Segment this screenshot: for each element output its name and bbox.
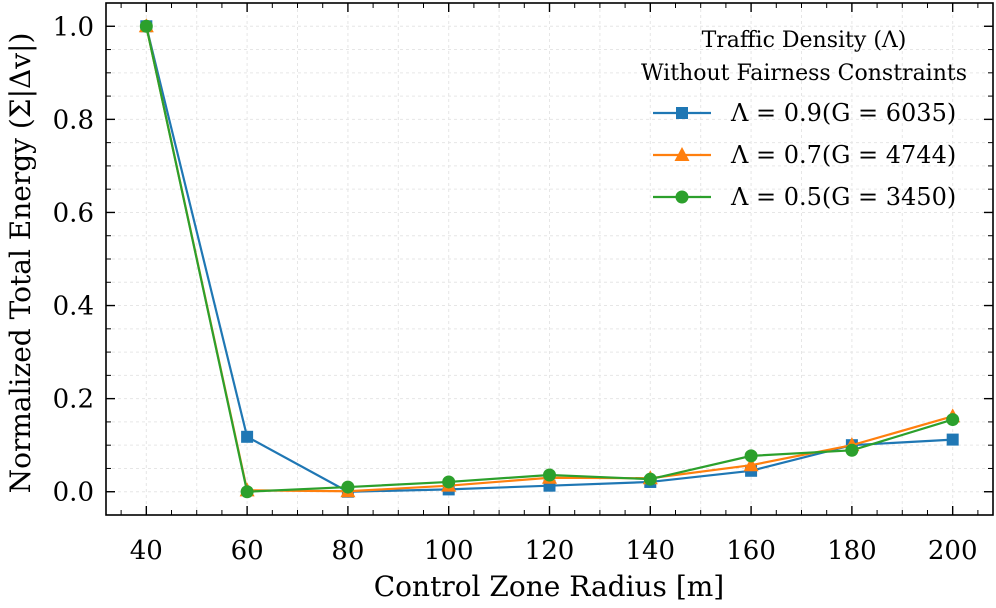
x-tick-label: 140 bbox=[625, 536, 675, 566]
legend-marker bbox=[676, 107, 688, 119]
data-point bbox=[845, 443, 859, 457]
legend-label: Λ = 0.9(G = 6035) bbox=[730, 99, 956, 127]
data-point bbox=[442, 475, 456, 489]
x-tick-label: 160 bbox=[726, 536, 776, 566]
legend-label: Λ = 0.7(G = 4744) bbox=[730, 141, 956, 169]
y-tick-label: 0.2 bbox=[53, 385, 94, 415]
x-tick-label: 120 bbox=[525, 536, 575, 566]
axes: 40 60 80 100 120 140 160 180 200 0.0 0.2 0.4 0.6 0.8 1… bbox=[53, 2, 994, 566]
data-point bbox=[946, 413, 960, 427]
series-layer bbox=[138, 18, 961, 499]
legend-marker bbox=[674, 147, 690, 161]
data-point bbox=[543, 468, 556, 482]
x-tick-label: 40 bbox=[130, 536, 163, 566]
x-tick-label: 180 bbox=[827, 536, 877, 566]
legend-title: Traffic Density (Λ) bbox=[702, 28, 907, 53]
x-tick-label: 200 bbox=[928, 536, 978, 566]
data-point bbox=[946, 433, 959, 446]
legend-entry: Λ = 0.9(G = 6035) bbox=[653, 99, 956, 127]
x-tick-label: 80 bbox=[331, 536, 364, 566]
y-tick-label: 0.4 bbox=[53, 292, 94, 322]
data-point bbox=[241, 430, 254, 443]
data-point bbox=[240, 485, 254, 499]
legend-subtitle: Without Fairness Constraints bbox=[641, 61, 967, 86]
data-point bbox=[744, 449, 758, 463]
data-point bbox=[341, 480, 355, 494]
y-tick-label: 1.0 bbox=[53, 12, 94, 42]
data-point bbox=[643, 472, 657, 486]
legend-entry: Λ = 0.5(G = 3450) bbox=[653, 183, 956, 211]
data-point bbox=[139, 19, 153, 33]
data-point bbox=[743, 457, 759, 472]
y-axis-label: Normalized Total Energy (Σ|Δv|) bbox=[4, 33, 37, 494]
legend-entry: Λ = 0.7(G = 4744) bbox=[653, 141, 956, 169]
legend-marker bbox=[675, 190, 689, 204]
y-tick-label: 0.8 bbox=[53, 105, 94, 135]
y-tick-label: 0.6 bbox=[53, 198, 94, 228]
series-circle bbox=[139, 19, 960, 499]
legend-label: Λ = 0.5(G = 3450) bbox=[730, 183, 956, 211]
x-tick-label: 60 bbox=[231, 536, 264, 566]
legend: Traffic Density (Λ) Without Fairness Cons… bbox=[641, 28, 967, 211]
x-tick-label: 100 bbox=[424, 536, 474, 566]
x-axis-label: Control Zone Radius [m] bbox=[374, 570, 724, 603]
y-tick-label: 0.0 bbox=[53, 478, 94, 508]
grid bbox=[106, 3, 993, 515]
